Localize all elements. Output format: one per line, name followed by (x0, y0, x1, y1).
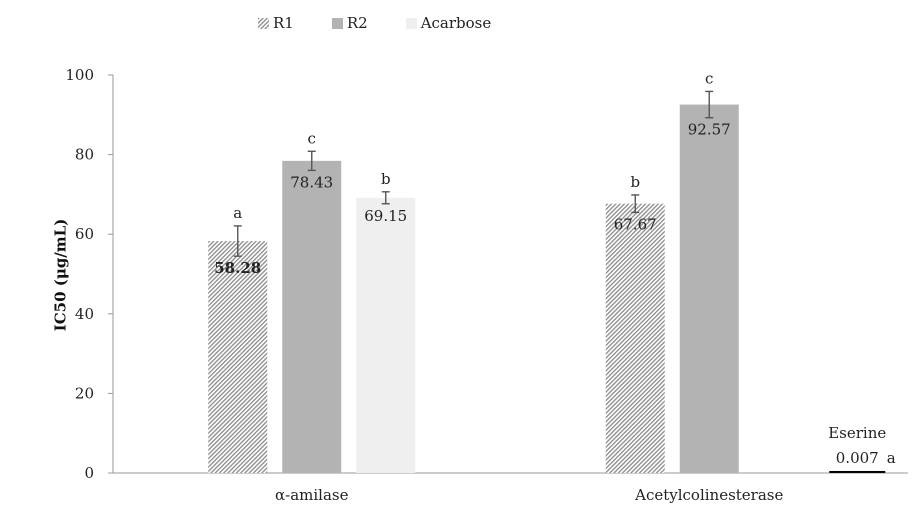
significance-letter: c (308, 129, 316, 147)
legend-label-r1: R1 (273, 14, 294, 32)
annotation-letter: a (887, 449, 896, 467)
y-tick-label: 60 (75, 225, 94, 243)
bar-r2 (282, 160, 342, 473)
y-tick-label: 40 (75, 305, 94, 323)
significance-letter: b (381, 170, 391, 188)
data-label: 92.57 (688, 121, 731, 139)
x-tick-label: α-amilase (275, 486, 349, 504)
legend-item-r1: R1 (258, 14, 294, 32)
legend-swatch-r1 (258, 17, 269, 29)
x-tick-label: Acetylcolinesterase (634, 486, 783, 504)
y-tick-label: 20 (75, 384, 94, 402)
bar-acarbose (356, 197, 416, 473)
significance-letter: b (630, 173, 640, 191)
y-tick-label: 0 (84, 464, 94, 482)
y-tick-label: 100 (65, 66, 94, 84)
legend-swatch-acarbose (405, 17, 417, 29)
data-label: 69.15 (364, 207, 407, 225)
data-label: 78.43 (290, 173, 333, 191)
bar-eserine (829, 470, 886, 473)
y-tick-label: 80 (75, 146, 94, 164)
legend-label-r2: R2 (346, 14, 368, 32)
y-axis-label: IC50 (μg/mL) (51, 218, 70, 332)
bar-r1 (605, 203, 665, 473)
significance-letter: a (233, 204, 242, 222)
bar-r1 (208, 241, 268, 473)
annotation-value: 0.007 (836, 449, 879, 467)
legend-item-acarbose: Acarbose (405, 14, 492, 32)
legend: R1 R2 Acarbose (258, 14, 491, 32)
bar-r2 (679, 104, 739, 473)
data-label: 67.67 (614, 215, 657, 233)
data-label: 58.28 (214, 259, 261, 277)
significance-letter: c (705, 69, 713, 87)
legend-label-acarbose: Acarbose (420, 14, 492, 32)
legend-swatch-r2 (331, 17, 343, 29)
legend-item-r2: R2 (331, 14, 368, 32)
annotation-name: Eserine (828, 424, 886, 442)
